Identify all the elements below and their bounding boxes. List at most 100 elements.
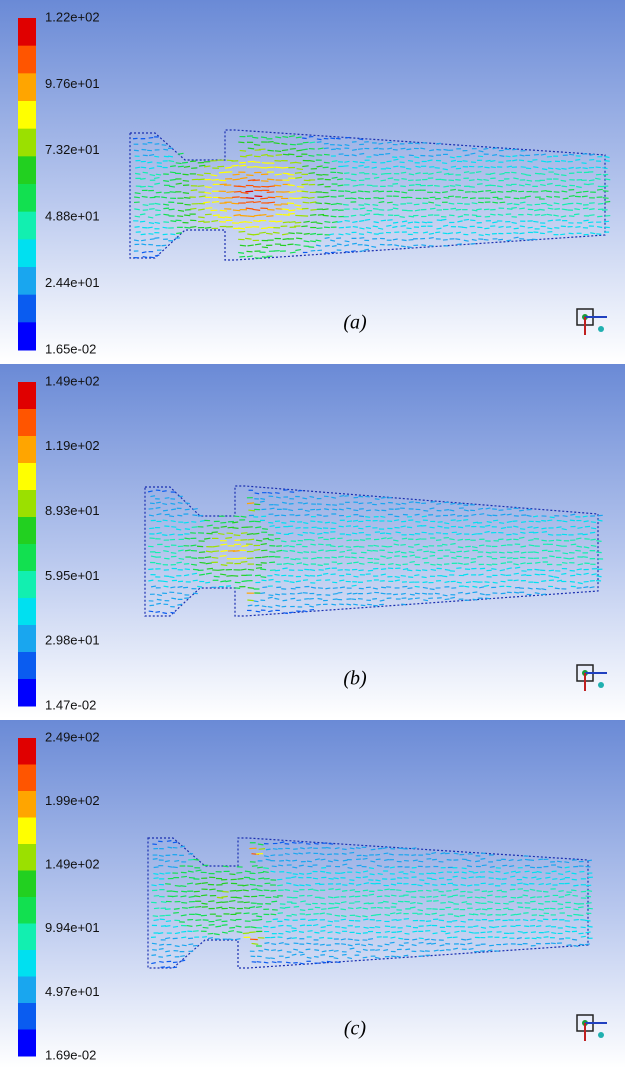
velocity-vector xyxy=(414,222,419,223)
colorbar-segment xyxy=(18,156,36,184)
velocity-vector xyxy=(351,599,356,600)
velocity-vector xyxy=(248,148,254,149)
velocity-vector xyxy=(281,541,286,542)
velocity-vector xyxy=(339,526,344,527)
velocity-vector xyxy=(563,553,568,554)
velocity-vector xyxy=(299,885,304,886)
velocity-vector xyxy=(562,563,567,564)
panel-label: (a) xyxy=(343,312,367,334)
velocity-vector xyxy=(516,914,521,915)
velocity-vector xyxy=(422,570,427,571)
velocity-vector xyxy=(382,546,387,547)
velocity-vector xyxy=(345,179,350,180)
velocity-vector xyxy=(153,874,158,875)
velocity-vector xyxy=(560,234,565,235)
velocity-vector xyxy=(473,599,478,600)
velocity-vector xyxy=(393,239,398,240)
velocity-vector xyxy=(264,949,269,950)
velocity-vector xyxy=(461,939,466,940)
velocity-vector xyxy=(583,168,588,169)
colorbar-label: 1.47e-02 xyxy=(45,697,96,712)
velocity-vector xyxy=(346,508,351,509)
velocity-vector xyxy=(278,925,283,926)
velocity-vector xyxy=(149,209,154,210)
velocity-vector xyxy=(445,599,450,600)
velocity-vector xyxy=(417,550,422,551)
velocity-vector xyxy=(171,553,177,554)
velocity-vector xyxy=(236,873,242,874)
velocity-vector xyxy=(308,931,313,932)
velocity-vector xyxy=(246,175,253,176)
velocity-vector xyxy=(166,955,171,956)
velocity-vector xyxy=(267,209,274,210)
velocity-vector xyxy=(590,532,595,533)
panel-label: (c) xyxy=(344,1018,367,1040)
velocity-vector xyxy=(572,873,577,874)
velocity-vector xyxy=(415,514,420,515)
velocity-vector xyxy=(228,939,233,940)
velocity-vector xyxy=(163,520,168,521)
velocity-vector xyxy=(488,884,493,885)
velocity-vector xyxy=(335,903,341,904)
velocity-vector xyxy=(292,938,297,939)
velocity-vector xyxy=(381,593,386,594)
velocity-vector xyxy=(435,205,441,206)
velocity-vector xyxy=(344,496,349,497)
velocity-vector xyxy=(415,593,420,594)
velocity-vector xyxy=(506,539,511,540)
velocity-vector xyxy=(159,962,164,963)
colorbar-segment xyxy=(18,517,36,545)
velocity-vector xyxy=(479,514,484,515)
colorbar-label: 1.19e+02 xyxy=(45,438,100,453)
velocity-vector xyxy=(262,529,268,530)
velocity-vector xyxy=(180,886,186,887)
velocity-vector xyxy=(163,214,169,215)
velocity-vector xyxy=(299,952,304,953)
velocity-vector xyxy=(324,532,329,533)
velocity-vector xyxy=(507,203,513,204)
velocity-vector xyxy=(183,174,189,175)
velocity-vector xyxy=(341,944,346,945)
colorbar-segment xyxy=(18,18,36,46)
velocity-vector xyxy=(428,202,434,203)
velocity-vector xyxy=(386,168,391,169)
velocity-vector xyxy=(163,581,168,582)
velocity-vector xyxy=(267,156,274,157)
colorbar-segment xyxy=(18,844,36,871)
velocity-vector xyxy=(188,944,193,945)
velocity-vector xyxy=(325,246,330,247)
velocity-vector xyxy=(358,191,364,192)
velocity-vector xyxy=(477,556,482,557)
velocity-vector xyxy=(461,878,466,879)
velocity-vector xyxy=(464,551,470,552)
velocity-vector xyxy=(434,186,440,187)
colorbar-segment xyxy=(18,625,36,653)
velocity-vector xyxy=(267,142,273,143)
velocity-vector xyxy=(141,167,146,168)
velocity-vector xyxy=(310,241,316,242)
velocity-vector xyxy=(159,855,164,856)
velocity-vector xyxy=(313,878,318,879)
velocity-vector xyxy=(473,872,478,873)
velocity-vector xyxy=(187,926,193,927)
velocity-vector xyxy=(573,946,578,947)
velocity-vector xyxy=(397,931,402,932)
velocity-vector xyxy=(328,921,333,922)
colorbar-label: 9.94e+01 xyxy=(45,920,100,935)
velocity-vector xyxy=(323,196,329,197)
velocity-vector xyxy=(291,928,296,929)
colorbar-label: 4.97e+01 xyxy=(45,984,100,999)
velocity-vector xyxy=(299,865,304,866)
velocity-vector xyxy=(353,227,358,228)
colorbar-label: 9.76e+01 xyxy=(45,76,100,91)
velocity-vector xyxy=(170,234,175,235)
velocity-vector xyxy=(302,498,307,499)
velocity-vector xyxy=(248,588,254,589)
velocity-vector xyxy=(271,901,277,902)
velocity-vector xyxy=(523,932,528,933)
velocity-vector xyxy=(363,858,368,859)
velocity-vector xyxy=(162,245,167,246)
velocity-vector xyxy=(502,937,507,938)
velocity-vector xyxy=(303,202,310,203)
velocity-vector xyxy=(341,909,346,910)
